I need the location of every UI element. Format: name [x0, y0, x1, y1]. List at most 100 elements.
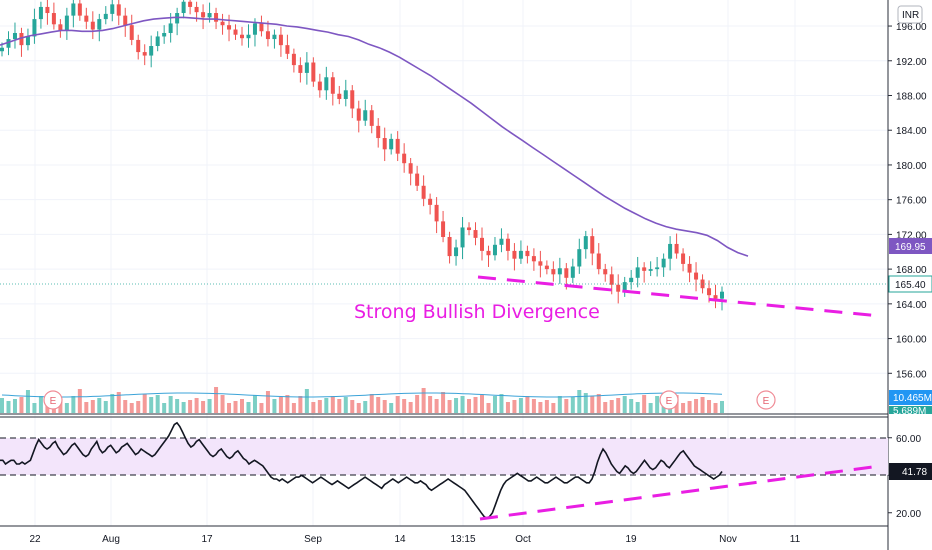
price-tick-label: 192.00 — [896, 57, 927, 68]
volume-bar — [720, 401, 724, 413]
volume-bar — [421, 388, 426, 413]
volume-bar — [700, 397, 705, 413]
candle — [272, 29, 277, 49]
volume-bar — [434, 399, 439, 413]
time-tick-label: Nov — [719, 534, 737, 545]
candle — [467, 222, 472, 236]
earnings-marker-3[interactable]: E — [756, 390, 776, 410]
volume-bar — [622, 396, 627, 413]
candle — [12, 22, 17, 49]
candle — [454, 239, 459, 266]
volume-bar — [369, 394, 374, 413]
candle — [129, 14, 134, 46]
candle — [480, 227, 484, 261]
candle — [363, 99, 368, 126]
volume-bar — [6, 401, 11, 413]
candle — [583, 230, 588, 259]
volume-bar — [402, 399, 407, 413]
volume-bar — [194, 398, 199, 413]
candle — [25, 28, 30, 51]
volume-bar — [285, 395, 290, 413]
candle — [278, 26, 283, 57]
volume-bar — [214, 387, 219, 413]
candle — [655, 256, 660, 277]
volume-bar — [162, 403, 167, 413]
candle — [19, 27, 24, 57]
candle — [149, 35, 154, 68]
volume-bar — [240, 399, 244, 413]
earnings-marker-2[interactable]: E — [659, 390, 679, 410]
candle — [188, 0, 193, 15]
volume-ma-tag: 10.465M — [889, 390, 932, 405]
svg-text:E: E — [666, 396, 673, 407]
candle — [609, 266, 614, 295]
volume-bar — [460, 396, 465, 413]
volume-bar — [149, 397, 154, 413]
candle — [304, 52, 309, 85]
candle — [317, 73, 322, 98]
candle — [71, 0, 76, 28]
volume-bar — [64, 403, 69, 413]
candle — [246, 24, 251, 48]
time-tick-label: 19 — [625, 534, 637, 545]
candle — [162, 25, 167, 44]
volume-bar — [129, 403, 134, 413]
time-tick-label: 14 — [394, 534, 406, 545]
candle — [596, 243, 601, 275]
volume-bar — [577, 390, 582, 413]
price-axis[interactable]: 196.00 192.00 188.00 184.00 180.00 176.00 172.… — [888, 22, 927, 380]
candle — [220, 13, 225, 35]
volume-bar — [32, 403, 37, 413]
volume-bar — [71, 396, 76, 413]
candle — [395, 131, 400, 162]
svg-text:165.40: 165.40 — [895, 280, 926, 291]
candle — [382, 127, 387, 162]
candle — [90, 11, 95, 40]
candle — [441, 210, 446, 243]
svg-text:INR: INR — [902, 10, 919, 21]
candle — [499, 228, 504, 253]
volume-bar — [38, 396, 43, 413]
volume-bar — [246, 402, 251, 413]
candle — [142, 44, 147, 66]
candle — [311, 57, 316, 87]
candle — [369, 105, 374, 134]
last-price-tag: 165.40 — [888, 275, 932, 293]
volume-bar — [97, 398, 102, 413]
volume-bar — [395, 396, 400, 413]
time-tick-label: Oct — [515, 534, 531, 545]
time-axis[interactable]: 22 Aug 17 Sep 14 13:15 Oct 19 Nov 11 — [29, 534, 800, 545]
volume-bar — [415, 395, 420, 413]
volume-bar — [551, 403, 556, 413]
candle — [531, 248, 536, 271]
candle — [687, 256, 692, 283]
volume-bar — [389, 403, 394, 413]
volume-bar — [596, 394, 601, 413]
time-tick-label: 22 — [29, 534, 41, 545]
volume-bar — [201, 401, 206, 413]
volume-bar — [538, 402, 543, 413]
candle — [291, 48, 296, 73]
volume-tag: 5.689M — [889, 406, 932, 417]
volume-bar — [136, 401, 141, 413]
volume-bar — [337, 399, 342, 413]
candle — [64, 7, 69, 40]
time-tick-label: 17 — [201, 534, 213, 545]
candle — [713, 284, 718, 309]
volume-bar — [278, 397, 283, 413]
svg-text:5.689M: 5.689M — [893, 406, 926, 417]
volume-bar — [518, 398, 523, 413]
volume-bar — [343, 397, 348, 413]
candle — [622, 276, 627, 297]
candle — [233, 24, 238, 40]
candle — [38, 1, 43, 29]
svg-text:41.78: 41.78 — [902, 467, 927, 478]
volume-bar — [207, 399, 212, 413]
earnings-marker-1[interactable]: E — [43, 390, 63, 410]
volume-bar — [603, 402, 608, 413]
volume-bar — [525, 396, 530, 413]
candle — [337, 85, 342, 105]
candle — [642, 262, 647, 283]
volume-bar — [376, 397, 381, 413]
